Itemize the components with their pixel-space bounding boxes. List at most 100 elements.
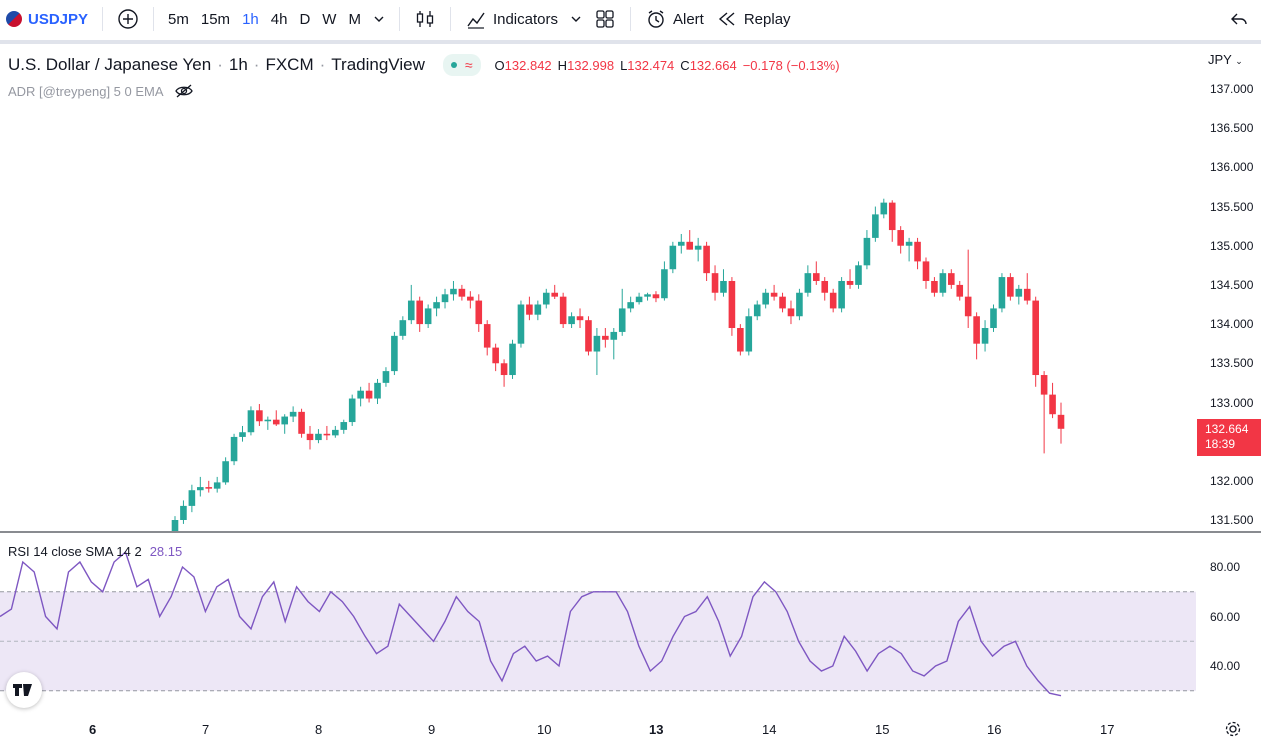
- timeframe-dropdown-button[interactable]: [367, 4, 391, 34]
- low-label: L: [620, 57, 628, 73]
- candle: [720, 269, 727, 297]
- candle: [694, 237, 702, 262]
- candle-body: [711, 273, 719, 293]
- candle: [922, 257, 930, 289]
- candle-body: [382, 371, 390, 383]
- candle: [669, 241, 677, 274]
- alert-button[interactable]: Alert: [639, 4, 710, 34]
- legend-source: TradingView: [331, 55, 425, 74]
- wave-icon: ≈: [464, 57, 473, 73]
- rsi-legend: RSI 14 close SMA 14 2 28.15: [8, 544, 182, 559]
- legend-title[interactable]: U.S. Dollar / Japanese Yen: [8, 55, 212, 74]
- candle-body: [576, 316, 584, 321]
- tradingview-logo-icon: [13, 684, 32, 696]
- candle-body: [737, 328, 744, 352]
- candle-body: [635, 296, 643, 303]
- candle: [188, 484, 196, 513]
- candle: [863, 230, 871, 270]
- chart-type-button[interactable]: [408, 4, 442, 34]
- candle-body: [492, 347, 499, 364]
- rsi-label[interactable]: RSI 14 close SMA 14 2: [8, 544, 142, 559]
- candle-body: [753, 304, 761, 317]
- candle: [939, 269, 947, 297]
- candle: [973, 312, 980, 360]
- candle: [931, 277, 938, 297]
- candle: [382, 367, 390, 387]
- undo-button[interactable]: [1223, 4, 1255, 34]
- candle: [779, 292, 786, 313]
- candle: [686, 230, 694, 250]
- candle: [281, 414, 288, 434]
- indicators-button[interactable]: Indicators: [459, 4, 564, 34]
- tradingview-logo[interactable]: [6, 672, 42, 708]
- candle-body: [213, 482, 221, 489]
- low-value: 132.474: [627, 57, 675, 73]
- candle: [897, 226, 904, 254]
- candle: [551, 284, 559, 300]
- candle-body: [703, 245, 710, 274]
- candle: [737, 324, 744, 356]
- candle-body: [306, 433, 314, 441]
- candles-group: [171, 198, 1065, 531]
- symbol-search-button[interactable]: USDJPY: [0, 4, 94, 34]
- price-tick: 131.500: [1210, 513, 1254, 527]
- market-status-pill[interactable]: ≈: [442, 54, 481, 76]
- price-tick: 137.000: [1210, 82, 1254, 96]
- indicators-dropdown-button[interactable]: [564, 4, 588, 34]
- candle-body: [340, 422, 348, 430]
- candle: [1015, 284, 1023, 305]
- layouts-button[interactable]: [588, 4, 622, 34]
- price-tick: 133.500: [1210, 356, 1254, 370]
- rsi-tick: 60.00: [1210, 610, 1241, 624]
- toolbar-divider: [398, 7, 400, 31]
- candle-body: [180, 505, 187, 520]
- toolbar-divider: [102, 7, 104, 31]
- candle-body: [686, 241, 694, 250]
- candle-body: [222, 461, 229, 483]
- candle: [475, 294, 483, 332]
- candle: [872, 206, 879, 242]
- candle-body: [618, 308, 626, 332]
- candle: [981, 320, 989, 352]
- candle-body: [855, 265, 862, 285]
- compare-add-button[interactable]: [111, 4, 145, 34]
- candle: [703, 241, 710, 281]
- currency-dropdown[interactable]: JPY ⌄: [1208, 52, 1243, 67]
- candle-body: [315, 433, 322, 441]
- settings-button[interactable]: [1224, 720, 1242, 743]
- timeframe-d[interactable]: D: [299, 10, 311, 28]
- timeframe-m[interactable]: M: [348, 10, 361, 28]
- candle-body: [399, 320, 407, 336]
- candle-body: [838, 280, 845, 309]
- candle: [829, 288, 837, 313]
- candle: [205, 480, 213, 493]
- timeframe-4h[interactable]: 4h: [270, 10, 288, 28]
- candle-body: [956, 284, 964, 297]
- price-tick: 136.000: [1210, 160, 1254, 174]
- candle-body: [863, 237, 871, 266]
- ohlc-values: O132.842 H132.998 L132.474 C132.664 −0.1…: [495, 58, 840, 73]
- indicator-label[interactable]: ADR [@treypeng] 5 0 EMA: [8, 83, 164, 99]
- eye-hidden-icon[interactable]: [174, 83, 194, 99]
- candle-body: [762, 292, 769, 305]
- candle: [661, 261, 668, 301]
- candle-body: [230, 436, 238, 462]
- candle: [905, 237, 913, 262]
- timeframe-w[interactable]: W: [322, 10, 337, 28]
- candle: [458, 284, 466, 301]
- candle-body: [1057, 414, 1065, 429]
- candle: [880, 198, 888, 219]
- candle-body: [728, 280, 736, 329]
- price-tick: 135.000: [1210, 239, 1254, 253]
- candle-body: [247, 410, 255, 433]
- date-label: 17: [1100, 722, 1115, 737]
- timeframe-15m[interactable]: 15m: [200, 10, 231, 28]
- current-price: 132.664: [1205, 422, 1249, 436]
- replay-button[interactable]: Replay: [710, 4, 797, 34]
- replay-label: Replay: [743, 10, 791, 28]
- candle: [846, 269, 854, 289]
- timeframe-1h[interactable]: 1h: [242, 10, 259, 28]
- timeframe-5m[interactable]: 5m: [168, 10, 189, 28]
- candle-body: [205, 487, 213, 489]
